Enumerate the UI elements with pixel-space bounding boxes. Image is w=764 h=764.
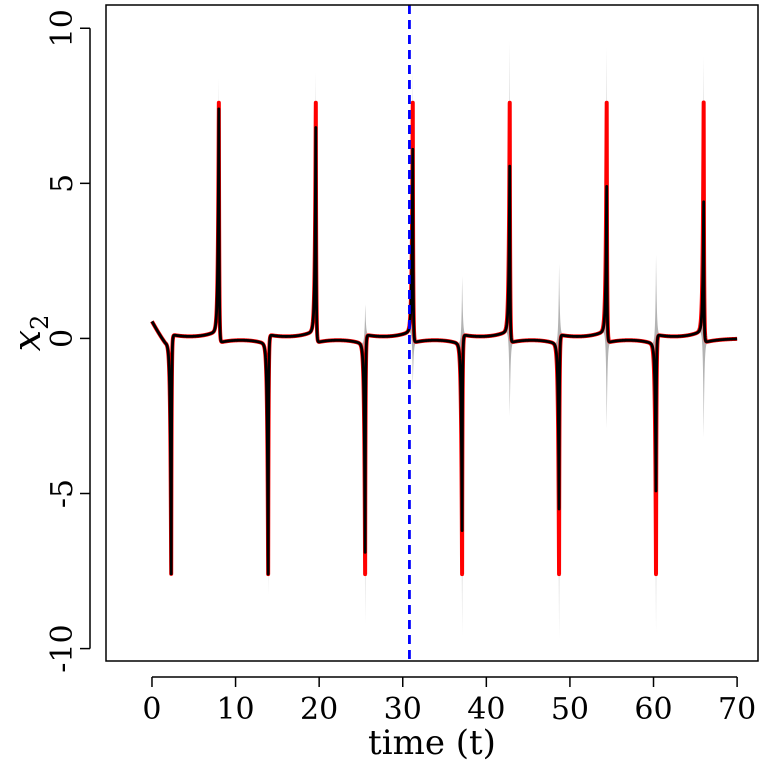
y-tick-label-0: 0 (45, 329, 80, 348)
x-axis: 0 10 20 30 40 50 60 70 (142, 676, 756, 727)
x-tick-label-10: 10 (216, 692, 254, 727)
x-tick-label-60: 60 (634, 692, 672, 727)
x-axis-label: time (t) (368, 723, 496, 763)
y-axis-label: x2 (5, 315, 54, 352)
plot-frame (105, 4, 759, 662)
y-tick-label--5: -5 (45, 479, 80, 508)
x-tick-label-70: 70 (718, 692, 756, 727)
y-tick-label-10: 10 (45, 9, 80, 47)
y-tick-label-5: 5 (45, 174, 80, 193)
y-tick-label--10: -10 (45, 624, 80, 672)
y-axis: -10 -5 0 5 10 (45, 9, 91, 673)
x-tick-label-30: 30 (384, 692, 422, 727)
x-tick-label-0: 0 (142, 692, 161, 727)
x-tick-label-20: 20 (300, 692, 338, 727)
x-tick-label-40: 40 (467, 692, 505, 727)
estimated-series-layer (150, 107, 739, 576)
estimated-series-line (150, 107, 739, 576)
x-tick-label-50: 50 (551, 692, 589, 727)
